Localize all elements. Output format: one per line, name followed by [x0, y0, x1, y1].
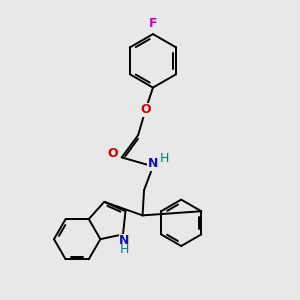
Text: N: N	[148, 157, 158, 170]
Text: H: H	[120, 243, 129, 256]
Text: F: F	[149, 16, 157, 30]
Text: O: O	[107, 147, 118, 161]
Text: N: N	[119, 234, 130, 248]
Text: O: O	[140, 103, 151, 116]
Text: H: H	[160, 152, 170, 165]
